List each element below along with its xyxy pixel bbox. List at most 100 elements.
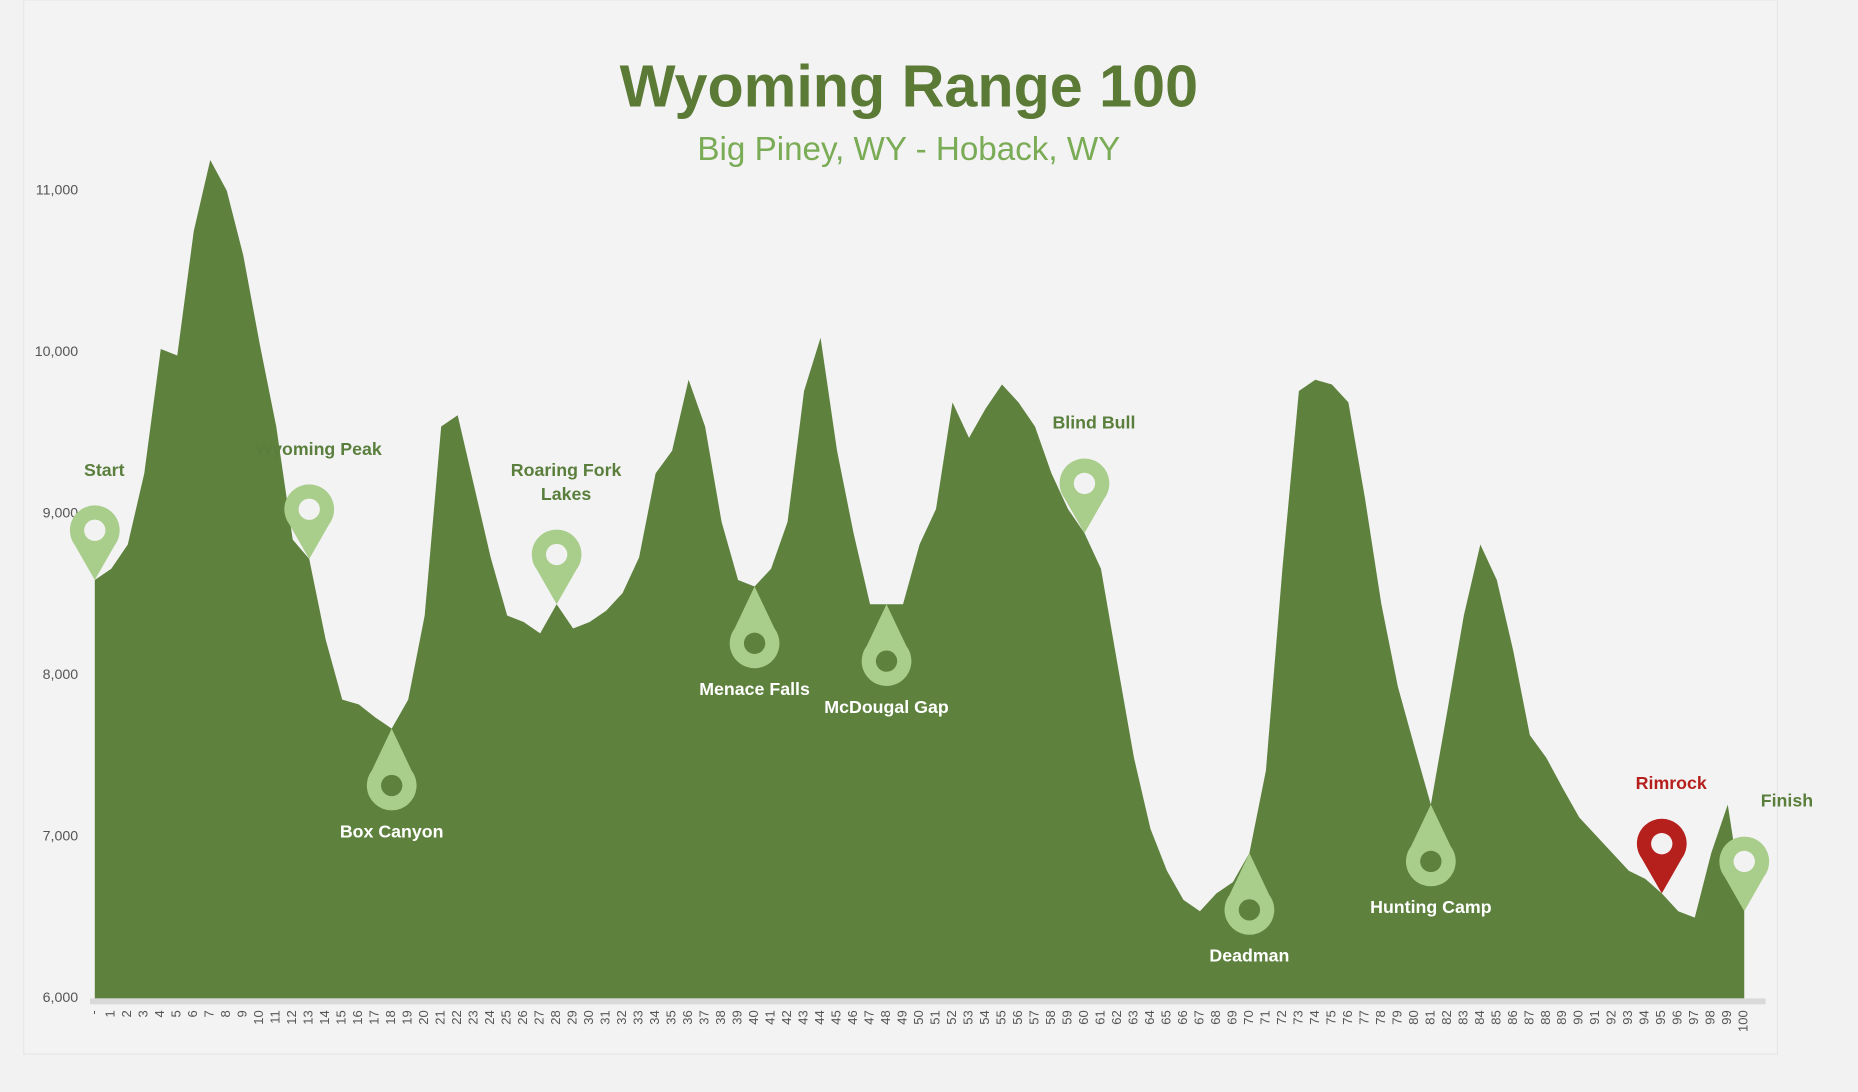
marker-part	[284, 484, 335, 560]
x-tick-label: 39	[730, 1010, 745, 1024]
x-tick-label: 60	[1076, 1010, 1091, 1024]
x-tick-label: 19	[400, 1010, 415, 1024]
x-tick-label: 26	[515, 1010, 530, 1024]
x-tick-label: 36	[680, 1010, 695, 1024]
x-tick-label: 58	[1043, 1010, 1058, 1024]
marker-part	[1238, 899, 1261, 921]
x-tick-label: 18	[383, 1010, 398, 1024]
marker-part	[1420, 850, 1442, 873]
x-tick-label: 56	[1010, 1010, 1025, 1024]
x-tick-label: 82	[1439, 1010, 1454, 1024]
x-tick-label: 84	[1472, 1010, 1487, 1024]
x-tick-label: 91	[1587, 1010, 1602, 1024]
marker-part	[381, 774, 403, 797]
x-tick-label: 13	[301, 1010, 316, 1024]
x-tick-label: 94	[1637, 1010, 1652, 1024]
x-tick-label: 16	[350, 1010, 365, 1024]
marker-part	[1405, 804, 1456, 887]
marker-part	[298, 498, 320, 520]
waypoint-label: Menace Falls	[699, 680, 810, 701]
marker-part	[1073, 472, 1096, 495]
x-tick-label: 48	[878, 1010, 893, 1024]
x-tick-label: 49	[894, 1010, 909, 1024]
x-tick-label: 89	[1554, 1010, 1569, 1024]
x-tick-label: 1	[103, 1010, 118, 1017]
waypoint-label: Finish	[1760, 791, 1814, 812]
x-tick-label: 12	[284, 1010, 299, 1024]
x-tick-label: 10	[251, 1010, 266, 1024]
waypoint-marker	[69, 505, 120, 581]
waypoint-marker	[1224, 853, 1275, 935]
x-tick-label: 25	[499, 1010, 514, 1024]
marker-part	[1636, 818, 1687, 894]
waypoint-marker	[531, 529, 582, 605]
chart-title: Wyoming Range 100	[619, 53, 1199, 120]
x-tick-label: 80	[1406, 1010, 1421, 1024]
x-tick-label: 63	[1125, 1010, 1140, 1024]
x-tick-label: 67	[1191, 1010, 1206, 1024]
x-tick-label: 66	[1175, 1010, 1190, 1024]
x-tick-label: 14	[317, 1010, 332, 1024]
x-tick-label: 15	[334, 1010, 349, 1024]
x-tick-label: 74	[1307, 1010, 1322, 1024]
x-tick-label: 38	[713, 1010, 728, 1024]
y-tick-label: 10,000	[35, 344, 79, 360]
x-tick-label: 79	[1389, 1010, 1404, 1024]
x-tick-label: 92	[1604, 1010, 1619, 1024]
x-tick-label: 11	[268, 1010, 283, 1024]
marker-part	[69, 505, 120, 581]
marker-part	[1719, 836, 1770, 912]
x-tick-label: 98	[1703, 1010, 1718, 1024]
y-tick-label: 11,000	[36, 182, 78, 198]
x-tick-label: 81	[1422, 1010, 1437, 1024]
x-tick-label: 42	[779, 1010, 794, 1024]
x-tick-label: 20	[416, 1010, 431, 1024]
x-tick-label: 21	[433, 1010, 448, 1024]
x-tick-label: 96	[1670, 1010, 1685, 1024]
x-tick-label: 30	[581, 1010, 596, 1024]
x-tick-label: 76	[1340, 1010, 1355, 1024]
x-tick-label: 47	[861, 1010, 876, 1024]
x-tick-label: 51	[927, 1010, 942, 1024]
x-tick-label: 50	[911, 1010, 926, 1024]
x-tick-label: 100	[1736, 1010, 1751, 1032]
x-tick-label: 68	[1208, 1010, 1223, 1024]
marker-part	[84, 519, 106, 541]
waypoint-marker	[861, 604, 912, 686]
waypoint-label: Rimrock	[1635, 773, 1707, 794]
waypoint-marker	[284, 484, 335, 560]
marker-part	[366, 728, 417, 811]
marker-part	[729, 586, 780, 669]
x-tick-label: 71	[1257, 1010, 1272, 1024]
waypoint-label: Box Canyon	[339, 822, 444, 843]
x-tick-label: 27	[532, 1010, 547, 1024]
x-tick-label: 97	[1686, 1010, 1701, 1024]
x-tick-label: 54	[977, 1010, 992, 1024]
waypoint-marker	[1636, 818, 1687, 894]
x-tick-label: 53	[960, 1010, 975, 1024]
x-tick-label: 24	[482, 1010, 497, 1024]
x-tick-label: 88	[1538, 1010, 1553, 1024]
y-tick-label: 8,000	[43, 667, 79, 683]
marker-part	[1651, 833, 1673, 855]
waypoint-label: Wyoming Peak	[255, 439, 382, 460]
x-tick-label: 37	[697, 1010, 712, 1024]
x-tick-label: 59	[1059, 1010, 1074, 1024]
elevation-area	[94, 159, 1745, 999]
marker-part	[861, 604, 912, 686]
x-tick-label: 57	[1026, 1010, 1041, 1024]
x-tick-label: 6	[185, 1010, 200, 1017]
x-tick-label: 22	[449, 1010, 464, 1024]
x-tick-label: 70	[1241, 1010, 1256, 1024]
x-tick-label: 5	[169, 1010, 184, 1017]
y-tick-label: 6,000	[43, 990, 79, 1006]
x-tick-label: 35	[664, 1010, 679, 1024]
waypoint-label: Blind Bull	[1052, 413, 1136, 434]
x-tick-label: 44	[812, 1010, 827, 1024]
waypoint-marker	[366, 728, 417, 811]
chart-subtitle: Big Piney, WY - Hoback, WY	[697, 130, 1121, 167]
x-tick-label: -	[86, 1010, 101, 1014]
x-tick-label: 61	[1092, 1010, 1107, 1024]
y-tick-label: 9,000	[43, 506, 79, 522]
